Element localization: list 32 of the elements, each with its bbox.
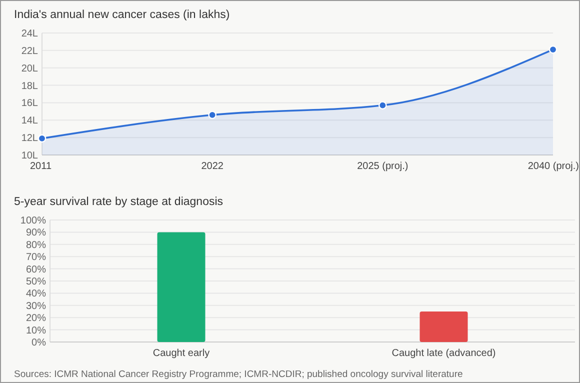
y-tick-label: 100% xyxy=(20,216,46,226)
chart-title: 5-year survival rate by stage at diagnosis xyxy=(14,196,224,208)
y-tick-label: 50% xyxy=(26,276,46,288)
point xyxy=(378,101,387,110)
y-tick-label: 70% xyxy=(26,252,46,264)
x-tick-label: 2011 xyxy=(30,161,52,172)
x-tick-label: 2022 xyxy=(201,161,224,172)
y-tick-label: 90% xyxy=(26,228,46,239)
y-tick-label: 22L xyxy=(21,46,38,57)
y-tick-label: 30% xyxy=(26,300,46,312)
y-tick-label: 60% xyxy=(26,264,46,276)
y-tick-label: 80% xyxy=(26,240,46,251)
y-tick-label: 10% xyxy=(26,325,46,336)
x-tick-label: Caught late (advanced) xyxy=(392,348,496,359)
y-tick-label: 24L xyxy=(21,28,38,40)
y-tick-label: 40% xyxy=(26,288,46,300)
x-tick-label: Caught early xyxy=(152,348,210,359)
y-tick-label: 10L xyxy=(21,150,38,162)
y-tick-label: 14L xyxy=(21,116,38,127)
y-tick-label: 12L xyxy=(21,133,38,144)
y-tick-label: 16L xyxy=(21,98,38,110)
chart-title: India's annual new cancer cases (in lakhs) xyxy=(14,9,230,21)
y-tick-label: 20% xyxy=(26,313,46,324)
point xyxy=(208,110,216,120)
point xyxy=(38,134,46,143)
x-tick-label: 2025 (proj.) xyxy=(357,161,408,172)
source-note: Sources: ICMR National Cancer Registry Programme; ICMR-NCDIR; published oncology survival literature xyxy=(14,369,463,380)
point xyxy=(548,45,558,54)
y-tick-label: 20L xyxy=(21,63,38,74)
x-tick-label: 2040 (proj.) xyxy=(528,161,579,172)
y-tick-label: 18L xyxy=(21,80,38,92)
y-tick-label: 0% xyxy=(32,338,46,348)
